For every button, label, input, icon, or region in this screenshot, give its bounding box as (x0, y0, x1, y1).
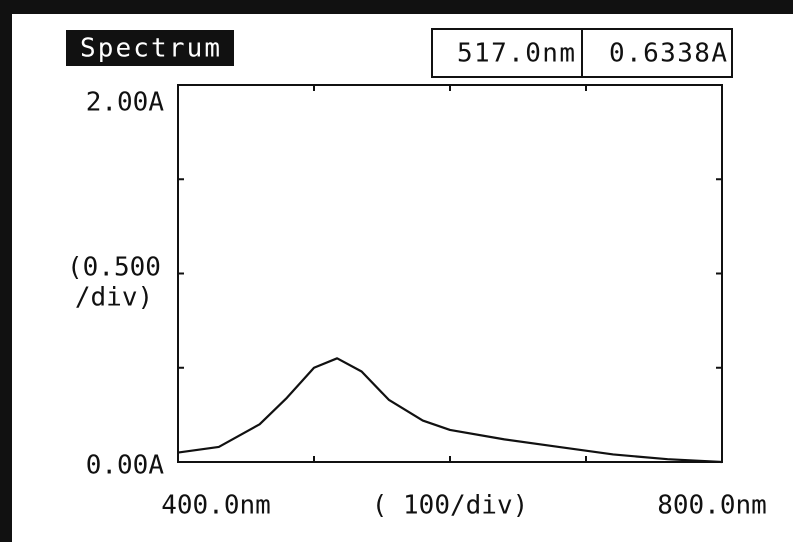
y-tick-label: 0.00A (86, 451, 165, 481)
top-border (0, 0, 793, 14)
x-tick-label: 800.0nm (657, 491, 767, 521)
x-tick-label: 400.0nm (161, 491, 271, 521)
cursor-absorbance: 0.6338A (609, 39, 727, 69)
y-axis-label: /div) (75, 283, 153, 313)
y-axis-label: (0.500 (67, 253, 161, 283)
cursor-wavelength: 517.0nm (457, 39, 575, 69)
spectrum-line (177, 357, 723, 464)
mode-badge (66, 30, 234, 66)
y-tick-label: 2.00A (86, 88, 165, 118)
left-border (0, 0, 12, 542)
x-axis-label: ( 100/div) (372, 491, 529, 521)
absorbance-box (581, 28, 733, 78)
